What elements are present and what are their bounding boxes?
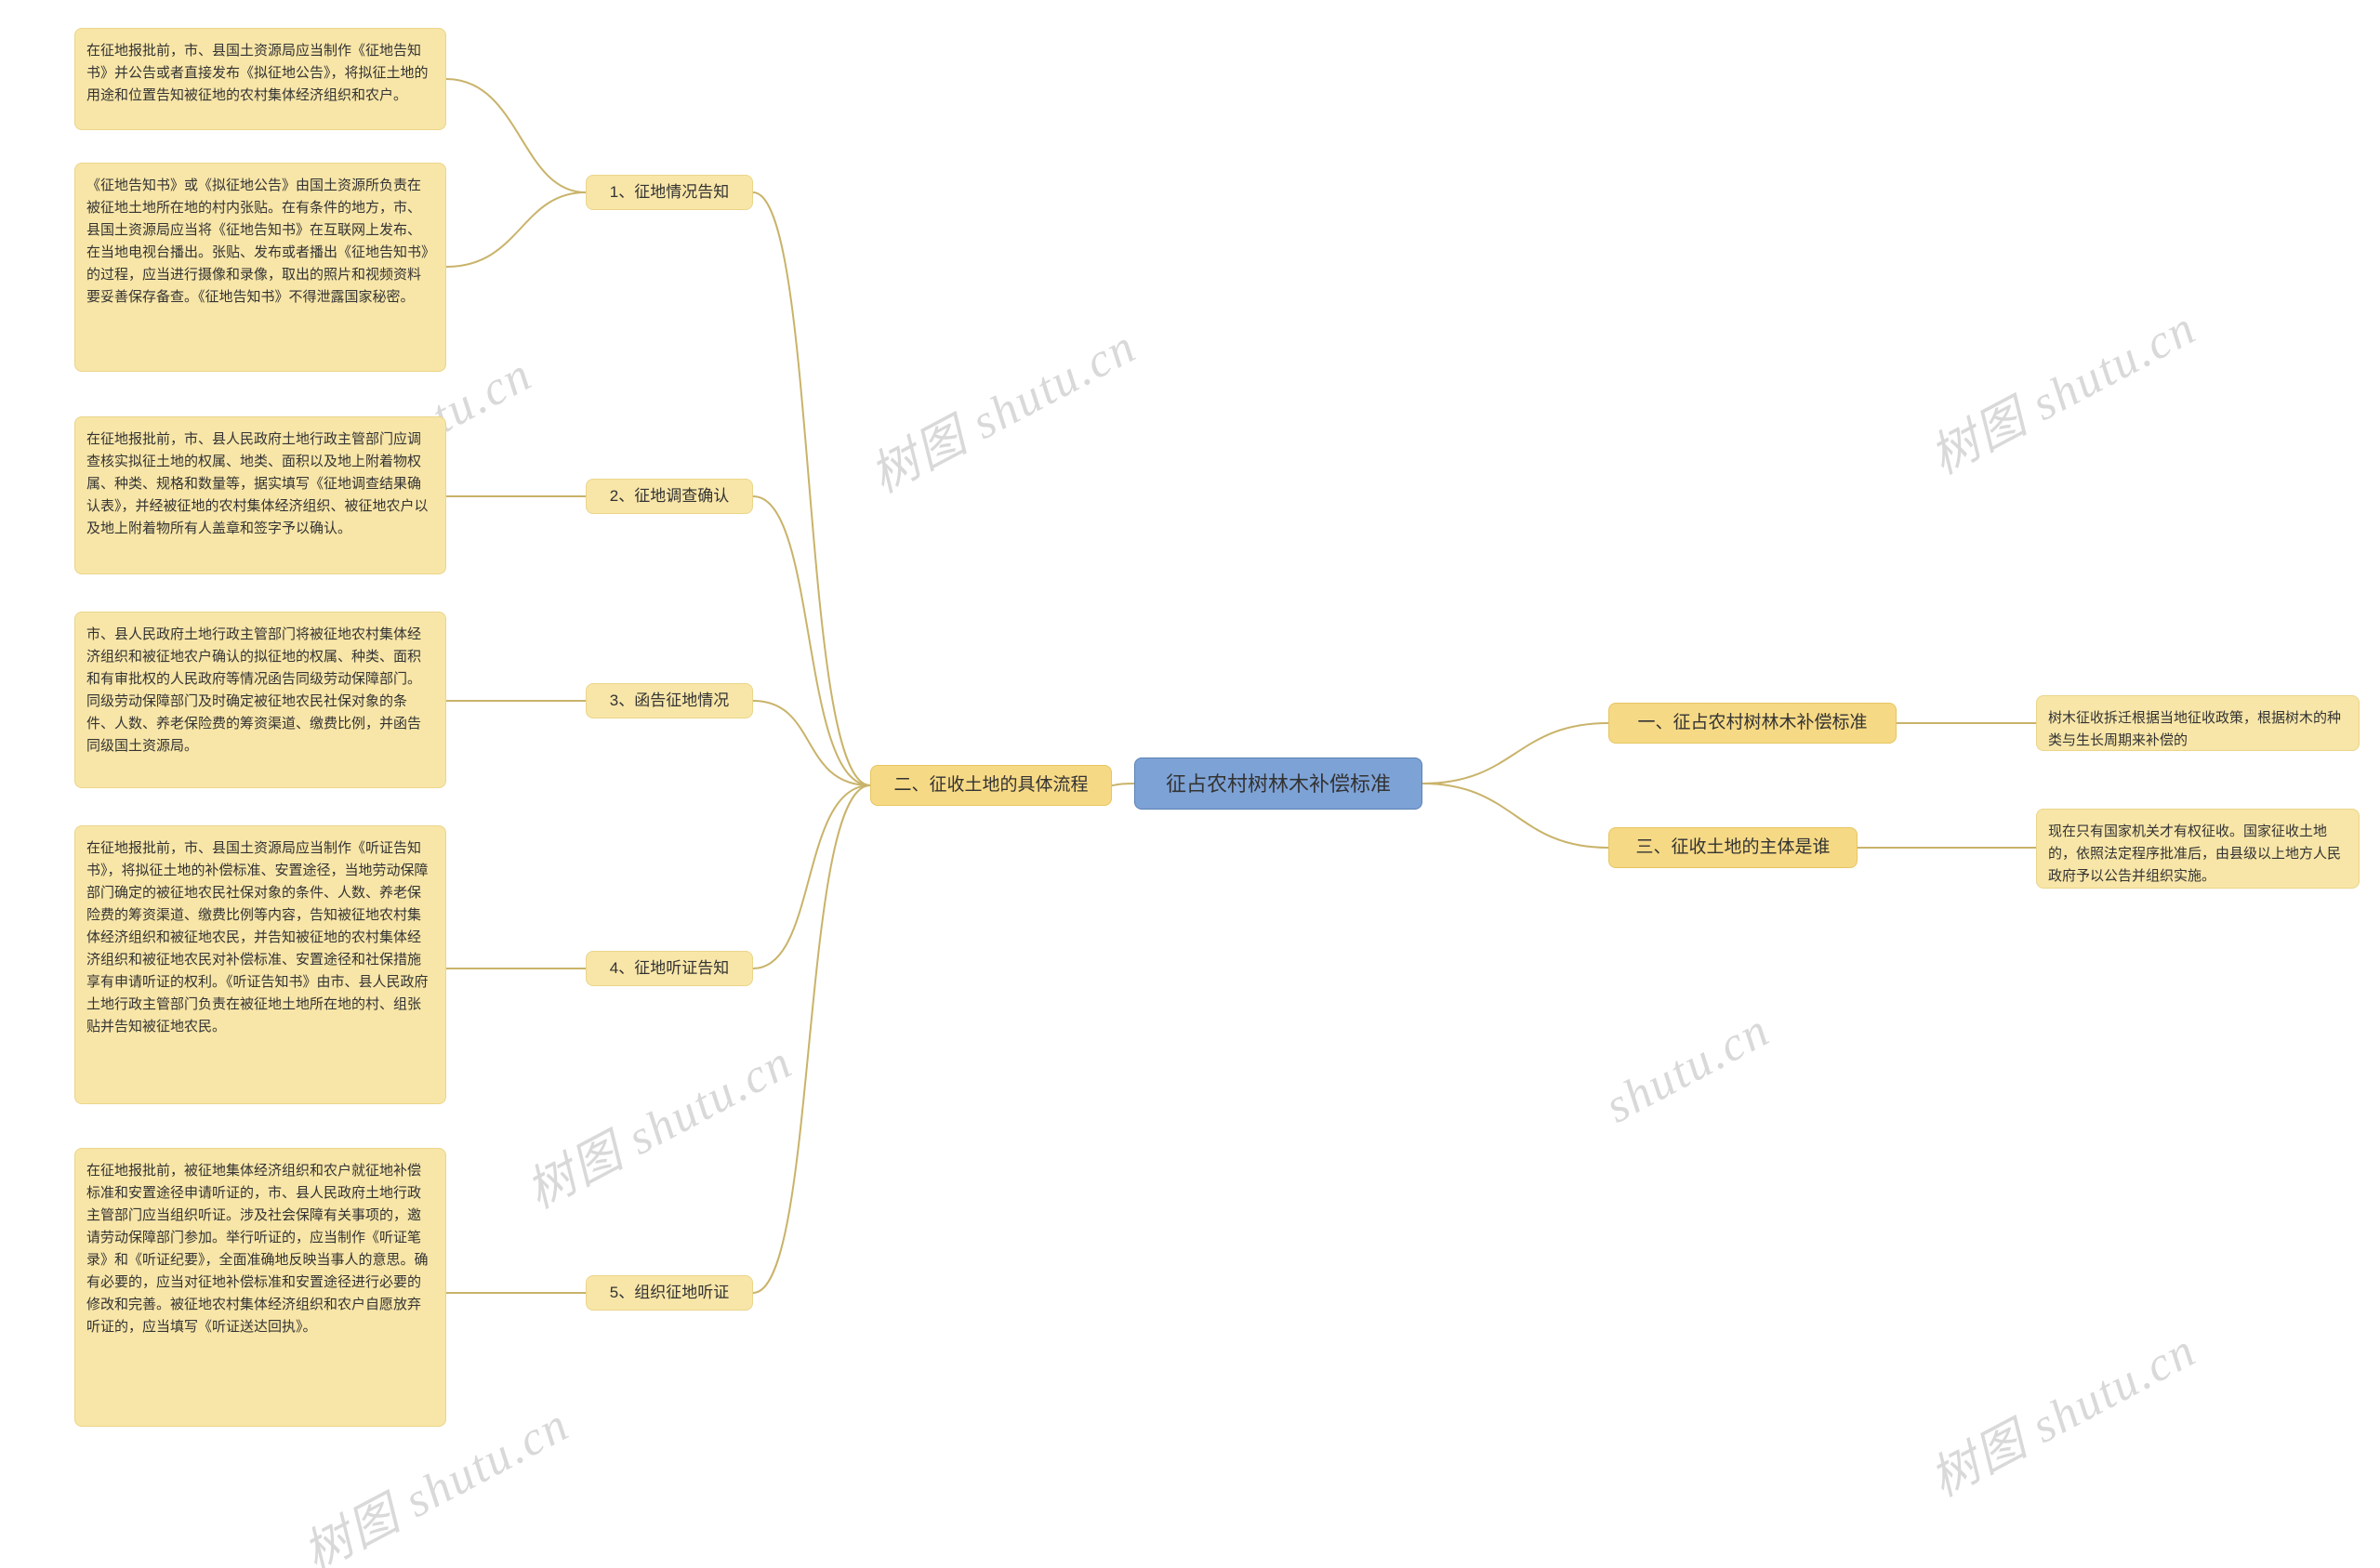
watermark: 树图 shutu.cn [856, 308, 1146, 507]
branch-3[interactable]: 三、征收土地的主体是谁 [1608, 827, 1858, 868]
watermark: shutu.cn [1596, 1003, 1778, 1135]
sub-3[interactable]: 3、函告征地情况 [586, 683, 753, 718]
edge-root-b1 [1422, 723, 1608, 784]
edge-root-b3 [1422, 784, 1608, 848]
branch-3-leaf-1: 现在只有国家机关才有权征收。国家征收土地的，依照法定程序批准后，由县级以上地方人… [2036, 809, 2360, 889]
sub-1[interactable]: 1、征地情况告知 [586, 175, 753, 210]
edge-root-b2 [1112, 784, 1134, 785]
sub-1-leaf-2: 《征地告知书》或《拟征地公告》由国土资源所负责在被征地土地所在地的村内张贴。在有… [74, 163, 446, 372]
sub-4[interactable]: 4、征地听证告知 [586, 951, 753, 986]
edge-b2-s5 [753, 785, 870, 1293]
sub-5[interactable]: 5、组织征地听证 [586, 1275, 753, 1311]
edge-s1-c1 [446, 79, 586, 192]
watermark: 树图 shutu.cn [1916, 289, 2206, 488]
branch-1[interactable]: 一、征占农村树林木补偿标准 [1608, 703, 1897, 744]
sub-1-leaf-1: 在征地报批前，市、县国土资源局应当制作《征地告知书》并公告或者直接发布《拟征地公… [74, 28, 446, 130]
watermark: 树图 shutu.cn [512, 1023, 802, 1222]
edge-b2-s1 [753, 192, 870, 785]
edge-b2-s2 [753, 496, 870, 785]
sub-5-leaf-1: 在征地报批前，被征地集体经济组织和农户就征地补偿标准和安置途径申请听证的，市、县… [74, 1148, 446, 1427]
watermark: 树图 shutu.cn [1916, 1311, 2206, 1510]
sub-3-leaf-1: 市、县人民政府土地行政主管部门将被征地农村集体经济组织和被征地农户确认的拟征地的… [74, 612, 446, 788]
root-node[interactable]: 征占农村树林木补偿标准 [1134, 758, 1422, 810]
edge-b2-s4 [753, 785, 870, 968]
branch-1-leaf-1: 树木征收拆迁根据当地征收政策，根据树木的种类与生长周期来补偿的 [2036, 695, 2360, 751]
edge-b2-s3 [753, 701, 870, 785]
edge-s1-c2 [446, 192, 586, 267]
sub-2-leaf-1: 在征地报批前，市、县人民政府土地行政主管部门应调查核实拟征土地的权属、地类、面积… [74, 416, 446, 574]
sub-2[interactable]: 2、征地调查确认 [586, 479, 753, 514]
sub-4-leaf-1: 在征地报批前，市、县国土资源局应当制作《听证告知书》，将拟征土地的补偿标准、安置… [74, 825, 446, 1104]
branch-2[interactable]: 二、征收土地的具体流程 [870, 765, 1112, 806]
